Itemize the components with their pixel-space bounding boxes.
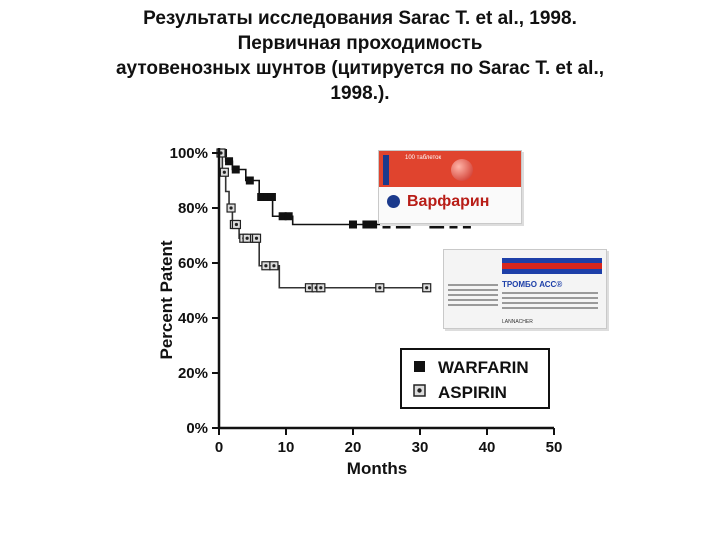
x-tick-label: 0 xyxy=(215,439,223,456)
legend-aspirin-marker-dot xyxy=(417,388,422,393)
y-tick-label: 0% xyxy=(186,420,208,437)
axes xyxy=(217,148,554,430)
title-line-3: аутовенозных шунтов (цитируется по Sarac… xyxy=(115,58,605,79)
censor-mark-warfarin xyxy=(436,220,445,229)
censor-mark-warfarin xyxy=(284,212,293,221)
title-line-2: Первичная проходимость xyxy=(237,33,483,54)
thrombo-package-text-right xyxy=(502,292,598,312)
y-axis-title: Percent Patent xyxy=(157,240,176,359)
thrombo-package-name: ТРОМБО АСС® xyxy=(502,280,563,289)
censor-mark-warfarin xyxy=(402,220,411,229)
y-tick-label: 80% xyxy=(178,200,208,217)
thrombo-stripe-blue-2 xyxy=(502,269,602,274)
censor-mark-warfarin xyxy=(382,220,391,229)
warfarin-package-side-label xyxy=(383,155,389,185)
censor-mark-warfarin xyxy=(369,220,378,229)
axis-ticks: 0% 20% 40% 60% 80% 100% 0 10 20 30 40 50 xyxy=(170,145,563,456)
censor-mark-dot-aspirin xyxy=(245,236,249,240)
censor-mark-warfarin xyxy=(462,220,471,229)
legend-warfarin-marker xyxy=(414,361,425,372)
censor-mark-dot-aspirin xyxy=(229,206,233,210)
warfarin-package-count: 100 таблеток xyxy=(405,155,442,161)
censor-mark-dot-aspirin xyxy=(378,286,382,290)
censor-mark-warfarin xyxy=(429,220,438,229)
warfarin-package-logo xyxy=(387,195,400,208)
x-axis-title: Months xyxy=(347,459,407,478)
x-tick-label: 20 xyxy=(345,439,362,456)
thrombo-package-maker: LANNACHER xyxy=(502,319,533,325)
x-tick-label: 40 xyxy=(479,439,496,456)
x-tick-label: 50 xyxy=(546,439,563,456)
censor-mark-warfarin xyxy=(278,212,287,221)
thrombo-stripe-red xyxy=(502,263,602,269)
title-line-4: 1998.). xyxy=(330,83,390,104)
legend-warfarin-label: WARFARIN xyxy=(438,358,529,377)
censor-mark-dot-aspirin xyxy=(307,286,312,290)
censor-mark-warfarin xyxy=(263,193,272,201)
warfarin-package-name: Варфарин xyxy=(407,193,490,210)
censor-mark-warfarin xyxy=(449,220,458,229)
y-tick-label: 20% xyxy=(178,365,208,382)
title-line-1: Результаты исследования Sarac T. et al.,… xyxy=(143,8,577,29)
censor-mark-warfarin xyxy=(257,193,266,201)
censor-mark-dot-aspirin xyxy=(222,170,226,174)
censor-mark-dot-aspirin xyxy=(272,264,276,268)
thrombo-ass-package-image: ТРОМБО АСС® LANNACHER xyxy=(443,249,607,329)
y-tick-label: 40% xyxy=(178,310,208,327)
censor-mark-dot-aspirin xyxy=(425,286,429,290)
censor-mark-warfarin xyxy=(362,220,371,229)
x-tick-label: 30 xyxy=(412,439,429,456)
series-layer xyxy=(216,148,501,293)
warfarin-package-image: 100 таблеток Варфарин xyxy=(378,150,522,224)
legend-aspirin-label: ASPIRIN xyxy=(438,383,507,402)
censor-mark-dot-aspirin xyxy=(319,286,323,290)
y-tick-label: 60% xyxy=(178,255,208,272)
slide-title: Результаты исследования Sarac T. et al.,… xyxy=(20,6,700,106)
thrombo-stripe-blue-1 xyxy=(502,258,602,263)
censor-mark-warfarin xyxy=(267,193,276,201)
legend-box xyxy=(400,348,550,409)
censor-mark-warfarin xyxy=(245,176,254,185)
censor-mark-warfarin xyxy=(231,165,240,174)
warfarin-package-stripe xyxy=(379,151,521,187)
thrombo-package-text-left xyxy=(448,284,498,309)
censor-mark-dot-aspirin xyxy=(254,236,259,240)
censor-mark-warfarin xyxy=(349,220,357,229)
censor-mark-dot-aspirin xyxy=(264,264,268,268)
censor-mark-warfarin xyxy=(225,157,234,166)
warfarin-package-tablet xyxy=(451,159,473,181)
censor-mark-dot-aspirin xyxy=(234,222,239,227)
x-tick-label: 10 xyxy=(278,439,295,456)
censor-mark-warfarin xyxy=(395,220,404,229)
legend: WARFARIN ASPIRIN xyxy=(400,348,550,409)
y-tick-label: 100% xyxy=(170,145,208,162)
